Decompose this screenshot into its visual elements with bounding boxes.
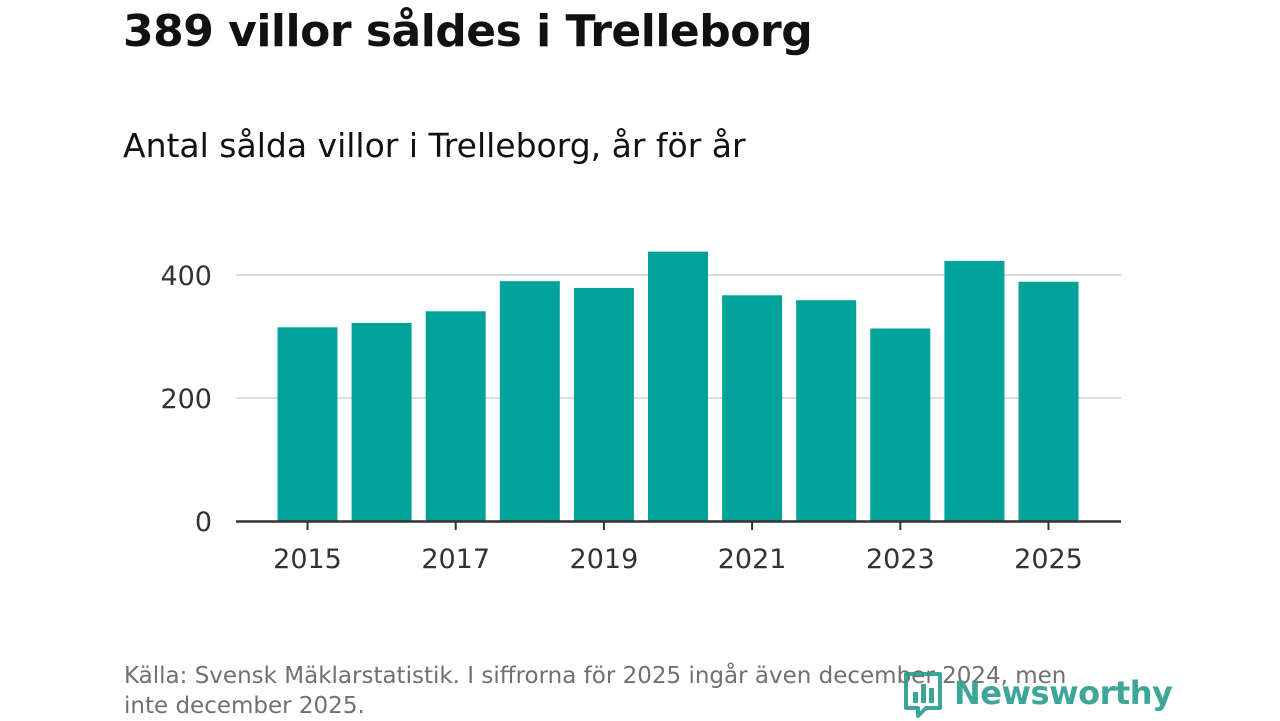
- bar-2021: [722, 295, 783, 521]
- bar-2025: [1018, 281, 1079, 521]
- newsworthy-logo-icon: [904, 672, 942, 718]
- bar-2024: [944, 260, 1005, 521]
- bar-2018: [499, 281, 560, 521]
- x-tick-label: 2023: [866, 544, 935, 575]
- bars: [277, 251, 1079, 521]
- x-tick-label: 2021: [718, 544, 787, 575]
- x-tick-label: 2015: [273, 544, 342, 575]
- chart-title: 389 villor såldes i Trelleborg: [123, 6, 813, 57]
- x-tick-label: 2025: [1014, 544, 1083, 575]
- tick-labels: 0 200 400 2015 2017 2019 2021 2023 2025: [160, 261, 1082, 575]
- newsworthy-logo: Newsworthy: [902, 668, 1173, 718]
- bar-2019: [573, 287, 634, 521]
- chart-subtitle: Antal sålda villor i Trelleborg, år för …: [123, 126, 746, 165]
- y-tick-label: 0: [195, 507, 212, 538]
- bar-2016: [351, 322, 412, 521]
- bar-2023: [870, 328, 931, 521]
- bar-2022: [796, 300, 857, 521]
- bar-2015: [277, 327, 338, 521]
- y-tick-label: 400: [160, 261, 212, 292]
- bar-2017: [425, 311, 486, 521]
- x-tick-label: 2017: [421, 544, 490, 575]
- bar-2020: [648, 251, 708, 521]
- x-tick-label: 2019: [570, 544, 639, 575]
- axes: [236, 520, 1121, 530]
- newsworthy-logo-text: Newsworthy: [954, 674, 1173, 712]
- y-tick-label: 200: [160, 384, 212, 415]
